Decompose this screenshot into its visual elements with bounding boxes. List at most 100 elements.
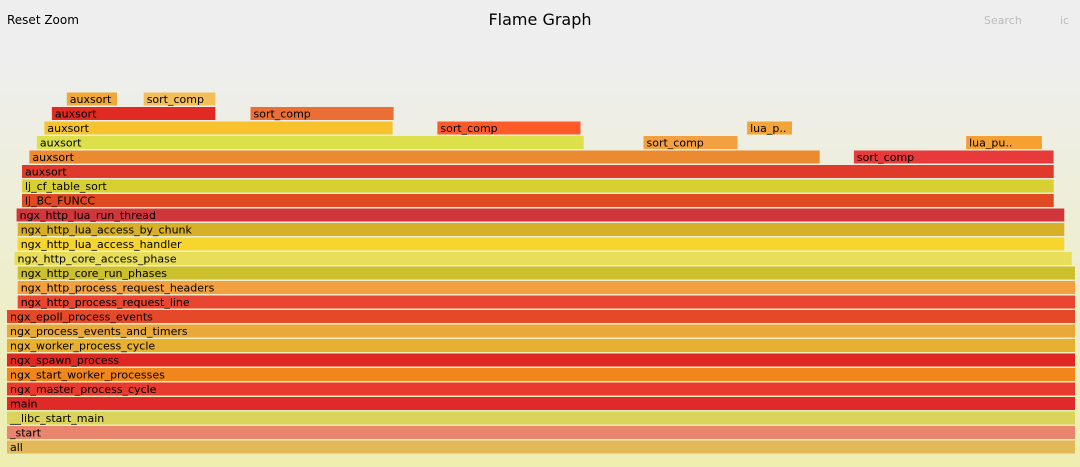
flame-frame-rect[interactable] xyxy=(16,208,1065,222)
flame-frame-label: lj_BC_FUNCC xyxy=(25,195,95,208)
flame-frame-rect[interactable] xyxy=(7,339,1075,352)
flame-frame-label: ngx_http_core_access_phase xyxy=(18,253,177,266)
flame-frame-rect[interactable] xyxy=(966,136,1042,149)
flame-frame-rect[interactable] xyxy=(14,252,1072,265)
flame-frame-label: auxsort xyxy=(40,137,82,150)
flame-frame[interactable]: ngx_http_core_access_phase xyxy=(14,252,1072,266)
search-button[interactable]: Search xyxy=(984,14,1022,27)
flame-frame-label: sort_comp xyxy=(147,93,204,106)
flame-frame-label: ngx_epoll_process_events xyxy=(10,311,153,324)
flame-frame[interactable]: ngx_http_lua_access_handler xyxy=(17,237,1065,252)
flame-frame[interactable]: lj_BC_FUNCC xyxy=(22,194,1054,208)
flame-frame-label: auxsort xyxy=(70,93,112,106)
flame-frame[interactable]: auxsort xyxy=(51,107,216,121)
flame-frame-rect[interactable] xyxy=(22,165,1054,178)
flame-frame-rect[interactable] xyxy=(17,223,1065,236)
flame-frame-rect[interactable] xyxy=(7,426,1075,439)
flame-frame[interactable]: auxsort xyxy=(29,150,820,165)
flame-frame-label: auxsort xyxy=(47,122,89,135)
flame-frame-rect[interactable] xyxy=(853,150,1054,164)
flame-frame-rect[interactable] xyxy=(643,136,738,149)
flame-frame-rect[interactable] xyxy=(66,92,117,106)
flame-frame-rect[interactable] xyxy=(7,353,1075,367)
flame-frame[interactable]: ngx_http_process_request_headers xyxy=(17,281,1076,295)
flame-frame-label: auxsort xyxy=(55,108,97,121)
flame-frame[interactable]: sort_comp xyxy=(643,136,738,150)
flame-frame[interactable]: lj_cf_table_sort xyxy=(22,179,1054,194)
flame-frame-rect[interactable] xyxy=(7,310,1075,323)
flame-frame-label: ngx_http_process_request_line xyxy=(21,296,190,309)
flame-frame-label: sort_comp xyxy=(254,108,311,121)
flame-frame-rect[interactable] xyxy=(36,136,584,149)
flame-frame[interactable]: ngx_http_lua_run_thread xyxy=(16,208,1065,223)
flame-frame[interactable]: auxsort xyxy=(36,136,584,150)
flame-frame[interactable]: _start xyxy=(7,426,1075,440)
flame-frame-label: _start xyxy=(9,427,42,440)
flame-frame-label: lua_p.. xyxy=(750,122,786,135)
flame-frame-rect[interactable] xyxy=(17,295,1076,309)
flame-frame[interactable]: sort_comp xyxy=(853,150,1054,165)
flame-frame-label: auxsort xyxy=(32,151,74,164)
flame-frame[interactable]: ngx_worker_process_cycle xyxy=(7,339,1075,353)
flame-frame[interactable]: ngx_start_worker_processes xyxy=(7,368,1075,382)
flame-frame-label: ngx_http_lua_access_by_chunk xyxy=(21,224,193,237)
flame-frame-rect[interactable] xyxy=(22,194,1054,207)
flame-frame-label: ngx_start_worker_processes xyxy=(10,369,165,382)
flame-frame[interactable]: sort_comp xyxy=(250,107,394,121)
flame-frame[interactable]: auxsort xyxy=(66,92,117,107)
flame-frame[interactable]: lua_p.. xyxy=(747,121,792,136)
flame-frame-label: ngx_http_lua_run_thread xyxy=(20,209,156,222)
flame-frame-rect[interactable] xyxy=(747,121,792,135)
flame-frame[interactable]: ngx_http_core_run_phases xyxy=(17,266,1076,281)
flame-frame-label: ngx_worker_process_cycle xyxy=(10,340,155,353)
flame-frame-rect[interactable] xyxy=(7,440,1075,454)
flame-frame-rect[interactable] xyxy=(7,368,1075,381)
flame-frame[interactable]: ngx_master_process_cycle xyxy=(7,382,1075,397)
flame-frame-label: ngx_process_events_and_timers xyxy=(10,325,188,338)
flame-frame-label: lua_pu.. xyxy=(969,137,1012,150)
flame-frame-label: ngx_http_lua_access_handler xyxy=(21,238,182,251)
reset-zoom-button[interactable]: Reset Zoom xyxy=(7,13,79,27)
flame-frame-rect[interactable] xyxy=(7,397,1075,410)
flame-frame-rect[interactable] xyxy=(51,107,216,120)
flame-frame-rect[interactable] xyxy=(44,121,393,135)
flame-frame-label: main xyxy=(10,398,38,411)
flame-frame[interactable]: ngx_process_events_and_timers xyxy=(7,324,1075,339)
flame-frame-rect[interactable] xyxy=(17,281,1076,294)
flame-frame-label: sort_comp xyxy=(440,122,497,135)
flame-frame-rect[interactable] xyxy=(7,382,1075,396)
flame-frame-rect[interactable] xyxy=(437,121,581,135)
chart-title: Flame Graph xyxy=(488,10,592,29)
flame-frame-rect[interactable] xyxy=(7,411,1075,425)
flame-frame-label: auxsort xyxy=(25,166,67,179)
flame-frame-rect[interactable] xyxy=(7,324,1075,338)
flame-frame[interactable]: auxsort xyxy=(44,121,393,136)
flame-frame[interactable]: ngx_http_lua_access_by_chunk xyxy=(17,223,1065,237)
flame-frame[interactable]: __libc_start_main xyxy=(7,411,1075,426)
flame-frame[interactable]: ngx_http_process_request_line xyxy=(17,295,1076,310)
flame-frame-rect[interactable] xyxy=(17,266,1076,280)
flame-frame-label: sort_comp xyxy=(647,137,704,150)
flame-frame[interactable]: sort_comp xyxy=(143,92,216,107)
flame-frame[interactable]: all xyxy=(7,440,1075,455)
flame-frame-label: ngx_http_process_request_headers xyxy=(21,282,215,295)
flame-frame-rect[interactable] xyxy=(250,107,394,120)
ignore-case-toggle[interactable]: ic xyxy=(1060,14,1070,27)
flame-frame-label: ngx_master_process_cycle xyxy=(10,383,157,396)
flame-frame-rect[interactable] xyxy=(17,237,1065,251)
flame-frame-label: __libc_start_main xyxy=(9,412,104,425)
flame-frame[interactable]: main xyxy=(7,397,1075,411)
flame-frame-label: sort_comp xyxy=(857,151,914,164)
flame-frame[interactable]: auxsort xyxy=(22,165,1054,179)
flame-frame[interactable]: lua_pu.. xyxy=(966,136,1042,150)
flame-frame-rect[interactable] xyxy=(143,92,216,106)
flame-frame[interactable]: ngx_spawn_process xyxy=(7,353,1075,368)
flame-frame[interactable]: sort_comp xyxy=(437,121,581,136)
flame-frame[interactable]: ngx_epoll_process_events xyxy=(7,310,1075,324)
flame-frame-rect[interactable] xyxy=(22,179,1054,193)
flame-frame-label: ngx_http_core_run_phases xyxy=(21,267,168,280)
flame-frame-label: lj_cf_table_sort xyxy=(25,180,107,193)
flame-frame-label: all xyxy=(10,441,23,454)
flame-frame-rect[interactable] xyxy=(29,150,820,164)
